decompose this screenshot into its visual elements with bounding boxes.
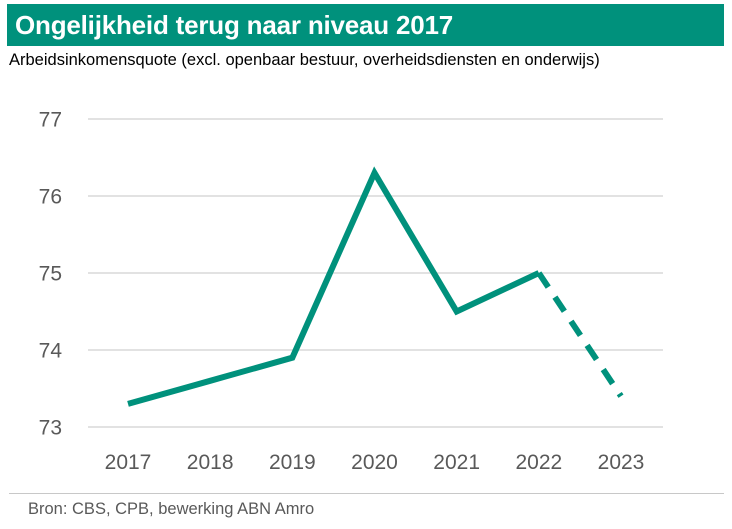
- series-line-solid: [127, 166, 541, 407]
- y-tick-label: 74: [39, 340, 63, 363]
- title-bar: Ongelijkheid terug naar niveau 2017: [7, 4, 724, 46]
- x-tick-label: 2020: [351, 451, 398, 474]
- chart-title: Ongelijkheid terug naar niveau 2017: [15, 9, 454, 40]
- footer-divider: [9, 493, 724, 494]
- x-tick-label: 2023: [598, 451, 645, 474]
- x-tick-label: 2017: [105, 451, 152, 474]
- x-tick-label: 2021: [433, 451, 480, 474]
- series-line-forecast-dashed: [536, 271, 624, 398]
- chart-subtitle: Arbeidsinkomensquote (excl. openbaar bes…: [9, 51, 600, 69]
- source-note: Bron: CBS, CPB, bewerking ABN Amro: [28, 500, 315, 518]
- y-tick-label: 75: [39, 263, 62, 286]
- y-tick-label: 76: [39, 186, 62, 209]
- y-tick-label: 73: [39, 417, 62, 440]
- y-tick-label: 77: [39, 109, 62, 132]
- line-chart: 73 74 75 76 77 2017 2018 2019 2020 2021 2022 2023: [39, 109, 663, 474]
- x-tick-label: 2019: [269, 451, 316, 474]
- x-tick-label: 2022: [515, 451, 562, 474]
- x-tick-label: 2018: [187, 451, 234, 474]
